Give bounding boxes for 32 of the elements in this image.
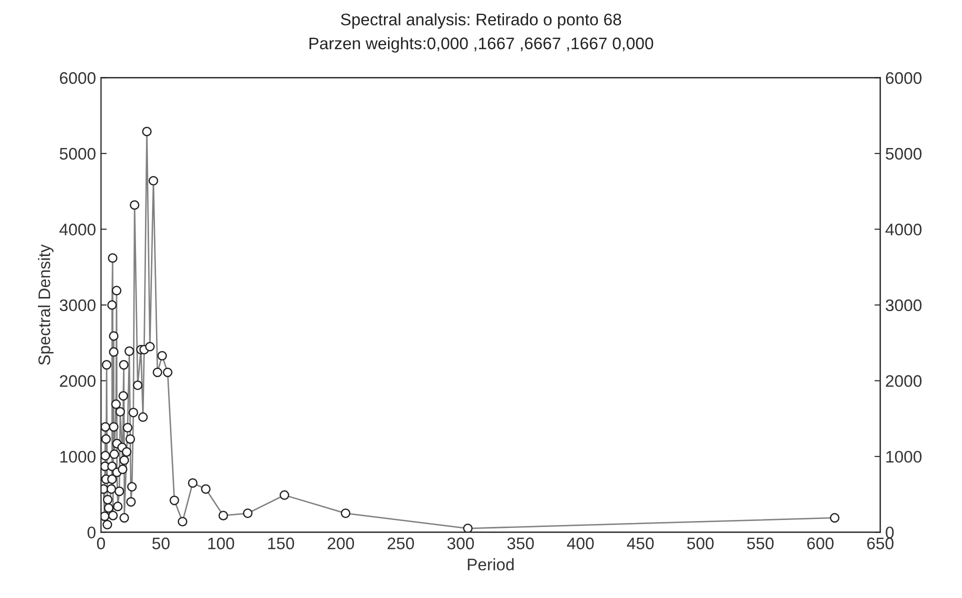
- y2-tick-label: 0: [886, 526, 894, 538]
- x-tick-label: 600: [807, 538, 834, 550]
- y-tick-label: 2000: [60, 375, 96, 387]
- y2-tick-label: 6000: [886, 72, 922, 84]
- y-axis-title: Spectral Density: [38, 244, 54, 365]
- x-tick-label: 350: [507, 538, 534, 550]
- x-tick-label: 150: [268, 538, 294, 550]
- y-tick-label: 0: [88, 526, 96, 538]
- y2-tick-label: 2000: [886, 375, 922, 387]
- x-tick-label: 200: [328, 538, 354, 550]
- x-tick-label: 400: [567, 538, 594, 550]
- x-tick-label: 50: [152, 538, 170, 550]
- chart-subtitle: Parzen weights:0,000 ,1667 ,6667 ,1667 0,000: [310, 37, 654, 53]
- y2-tick-label: 1000: [886, 450, 922, 463]
- x-axis-title: Period: [468, 558, 514, 570]
- y-tick-label: 3000: [60, 299, 96, 312]
- y-tick-label: 5000: [60, 148, 96, 160]
- x-tick-label: 500: [687, 538, 714, 550]
- x-tick-label: 550: [747, 538, 774, 550]
- chart-title: Spectral analysis: Retirado o ponto 68: [340, 13, 622, 29]
- x-tick-label: 250: [388, 538, 414, 550]
- x-tick-label: 100: [208, 538, 234, 550]
- x-tick-label: 650: [867, 538, 894, 550]
- y-tick-label: 4000: [59, 224, 96, 236]
- y-tick-label: 6000: [60, 72, 96, 84]
- y2-tick-label: 5000: [886, 148, 922, 160]
- y2-tick-label: 3000: [886, 299, 922, 312]
- y-tick-label: 1000: [60, 450, 96, 463]
- x-tick-label: 0: [97, 538, 105, 550]
- x-tick-label: 300: [447, 538, 474, 550]
- x-tick-label: 450: [626, 538, 654, 550]
- y2-tick-label: 4000: [885, 224, 922, 236]
